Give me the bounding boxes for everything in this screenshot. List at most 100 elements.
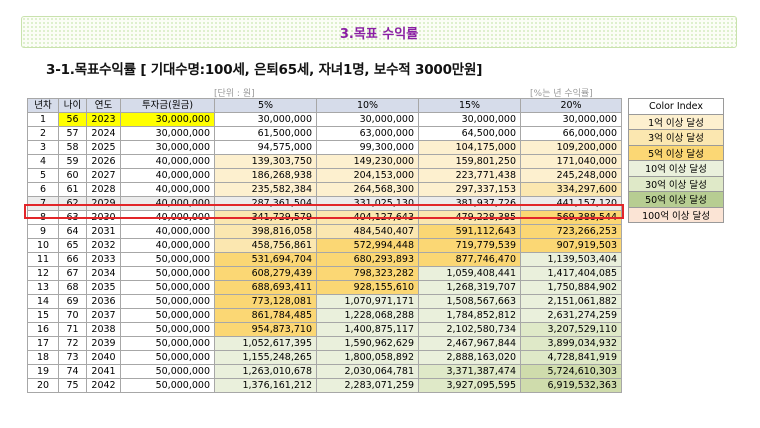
cell-rate-5: 398,816,058 [214, 224, 317, 239]
table-row: 19 74 2041 50,000,000 1,263,010,678 2,030,064… [27, 364, 622, 379]
cell-rate-5: 61,500,000 [214, 126, 317, 141]
cell-year: 2026 [86, 154, 121, 169]
color-index-legend: Color Index 1억 이상 달성 3억 이상 달성 5억 이상 달성 10억 … [628, 98, 724, 223]
rate-note: [%는 년 수익률] [530, 89, 593, 99]
cell-year: 2036 [86, 294, 121, 309]
table-row: 16 71 2038 50,000,000 954,873,710 1,400,875,1… [27, 322, 622, 337]
cell-rate-20: 6,919,532,363 [520, 378, 622, 393]
cell-year-index: 17 [27, 336, 59, 351]
cell-age: 64 [58, 224, 87, 239]
cell-year-index: 9 [27, 224, 59, 239]
cell-rate-15: 104,175,000 [418, 140, 521, 155]
cell-rate-20: 245,248,000 [520, 168, 622, 183]
cell-year-index: 4 [27, 154, 59, 169]
cell-principal: 50,000,000 [120, 364, 215, 379]
cell-age: 72 [58, 336, 87, 351]
cell-rate-15: 2,102,580,734 [418, 322, 521, 337]
cell-principal: 40,000,000 [120, 168, 215, 183]
cell-rate-20: 3,899,034,932 [520, 336, 622, 351]
table-row: 3 58 2025 30,000,000 94,575,000 99,300,000 104… [27, 140, 622, 155]
cell-rate-5: 341,729,579 [214, 210, 317, 225]
table-row: 7 62 2029 40,000,000 287,361,504 331,025,130 3… [27, 196, 622, 211]
table-row: 9 64 2031 40,000,000 398,816,058 484,540,407 5… [27, 224, 622, 239]
cell-rate-15: 1,784,852,812 [418, 308, 521, 323]
cell-age: 67 [58, 266, 87, 281]
cell-rate-10: 928,155,610 [316, 280, 419, 295]
cell-year-index: 1 [27, 112, 59, 127]
legend-item: 5억 이상 달성 [628, 144, 724, 161]
cell-rate-20: 171,040,000 [520, 154, 622, 169]
cell-rate-20: 441,157,120 [520, 196, 622, 211]
cell-rate-5: 458,756,861 [214, 238, 317, 253]
cell-age: 71 [58, 322, 87, 337]
cell-age: 73 [58, 350, 87, 365]
cell-rate-20: 4,728,841,919 [520, 350, 622, 365]
header-rate-20: 20% [520, 98, 622, 113]
legend-item: 30억 이상 달성 [628, 175, 724, 192]
cell-year: 2041 [86, 364, 121, 379]
cell-rate-5: 688,693,411 [214, 280, 317, 295]
cell-rate-20: 569,388,544 [520, 210, 622, 225]
cell-year: 2034 [86, 266, 121, 281]
return-table: 년차 나이 연도 투자금(원금) 5% 10% 15% 20% 1 56 2023 3… [27, 98, 622, 393]
cell-year-index: 13 [27, 280, 59, 295]
cell-rate-10: 1,800,058,892 [316, 350, 419, 365]
cell-age: 60 [58, 168, 87, 183]
cell-rate-15: 3,927,095,595 [418, 378, 521, 393]
cell-year-index: 6 [27, 182, 59, 197]
cell-rate-5: 30,000,000 [214, 112, 317, 127]
cell-age: 66 [58, 252, 87, 267]
cell-rate-20: 109,200,000 [520, 140, 622, 155]
cell-principal: 50,000,000 [120, 322, 215, 337]
cell-year: 2028 [86, 182, 121, 197]
header-principal: 투자금(원금) [120, 98, 215, 113]
cell-rate-10: 484,540,407 [316, 224, 419, 239]
table-row: 11 66 2033 50,000,000 531,694,704 680,293,893… [27, 252, 622, 267]
cell-rate-20: 2,151,061,882 [520, 294, 622, 309]
cell-age: 59 [58, 154, 87, 169]
cell-year-index: 18 [27, 350, 59, 365]
cell-year-index: 11 [27, 252, 59, 267]
cell-rate-10: 1,590,962,629 [316, 336, 419, 351]
cell-rate-10: 404,127,643 [316, 210, 419, 225]
cell-principal: 40,000,000 [120, 238, 215, 253]
cell-age: 75 [58, 378, 87, 393]
cell-rate-10: 798,323,282 [316, 266, 419, 281]
cell-rate-15: 30,000,000 [418, 112, 521, 127]
cell-rate-5: 773,128,081 [214, 294, 317, 309]
table-row: 18 73 2040 50,000,000 1,155,248,265 1,800,058… [27, 350, 622, 365]
cell-rate-10: 1,228,068,288 [316, 308, 419, 323]
cell-principal: 50,000,000 [120, 294, 215, 309]
cell-rate-15: 2,467,967,844 [418, 336, 521, 351]
legend-item: 50억 이상 달성 [628, 191, 724, 208]
header-rate-15: 15% [418, 98, 521, 113]
cell-year-index: 10 [27, 238, 59, 253]
cell-principal: 40,000,000 [120, 210, 215, 225]
cell-year: 2030 [86, 210, 121, 225]
slide-title: 3.목표 수익률 [339, 26, 419, 42]
cell-year: 2024 [86, 126, 121, 141]
table-row: 12 67 2034 50,000,000 608,279,439 798,323,282… [27, 266, 622, 281]
table-row: 1 56 2023 30,000,000 30,000,000 30,000,000 30,… [27, 112, 622, 127]
cell-rate-5: 235,582,384 [214, 182, 317, 197]
cell-principal: 40,000,000 [120, 196, 215, 211]
cell-age: 74 [58, 364, 87, 379]
header-rate-5: 5% [214, 98, 317, 113]
slide-title-bar: 3.목표 수익률 [21, 16, 737, 48]
unit-note: [단위 : 원] [214, 89, 255, 99]
cell-rate-15: 479,228,385 [418, 210, 521, 225]
cell-age: 63 [58, 210, 87, 225]
cell-age: 69 [58, 294, 87, 309]
cell-rate-15: 719,779,539 [418, 238, 521, 253]
cell-rate-5: 94,575,000 [214, 140, 317, 155]
cell-year: 2025 [86, 140, 121, 155]
cell-principal: 50,000,000 [120, 308, 215, 323]
table-row: 14 69 2036 50,000,000 773,128,081 1,070,971,1… [27, 294, 622, 309]
cell-year: 2031 [86, 224, 121, 239]
cell-rate-10: 264,568,300 [316, 182, 419, 197]
cell-age: 65 [58, 238, 87, 253]
cell-rate-5: 531,694,704 [214, 252, 317, 267]
cell-rate-10: 2,283,071,259 [316, 378, 419, 393]
table-row: 4 59 2026 40,000,000 139,303,750 149,230,000 1… [27, 154, 622, 169]
cell-rate-15: 1,268,319,707 [418, 280, 521, 295]
